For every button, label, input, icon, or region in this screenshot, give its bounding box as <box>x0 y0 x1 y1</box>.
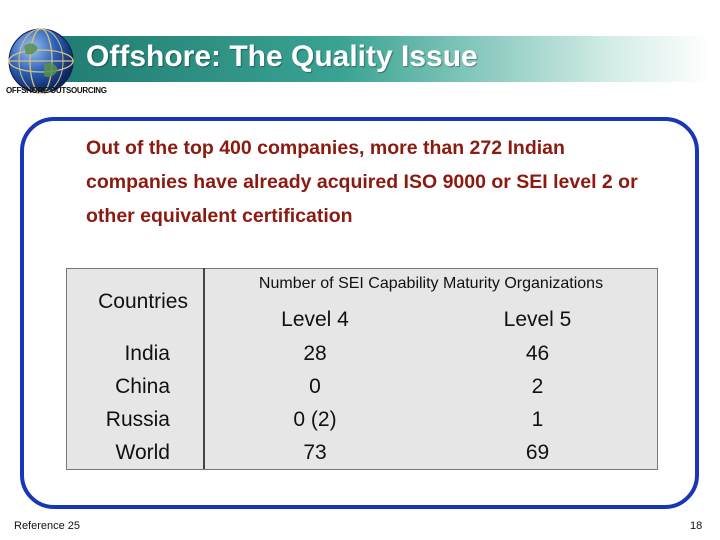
table-col-label: Countries <box>98 290 188 313</box>
table-cell-level4: 0 <box>309 375 321 398</box>
page-title: Offshore: The Quality Issue <box>86 40 478 73</box>
table-cell-country: India <box>124 342 170 365</box>
table-cell-level5: 2 <box>531 375 544 398</box>
table-cell-level4: 73 <box>303 441 327 464</box>
page-number: 18 <box>690 520 703 532</box>
sei-table <box>66 268 658 470</box>
table-divider <box>203 268 205 469</box>
level-header: Level 4 <box>281 308 349 331</box>
level-header: Level 5 <box>503 308 572 331</box>
globe-icon <box>8 28 74 94</box>
title-bar <box>40 36 710 82</box>
content-frame <box>20 117 699 509</box>
table-cell-country: World <box>115 441 170 464</box>
table-cell-level4: 28 <box>303 342 327 365</box>
table-cell-level4: 0 (2) <box>293 408 337 431</box>
reference-note: Reference 25 <box>14 520 81 532</box>
table-cell-level5: 69 <box>525 441 550 464</box>
intro-text: Out of the top 400 companies, more than … <box>86 137 638 227</box>
table-cell-level5: 46 <box>525 342 550 365</box>
table-cell-level5: 1 <box>531 408 544 431</box>
table-group-header: Number of SEI Capability Maturity Organi… <box>258 275 604 292</box>
section-label: OFFSHORE OUTSOURCING <box>6 86 107 95</box>
table-cell-country: China <box>115 375 170 398</box>
table-cell-country: Russia <box>105 408 170 431</box>
